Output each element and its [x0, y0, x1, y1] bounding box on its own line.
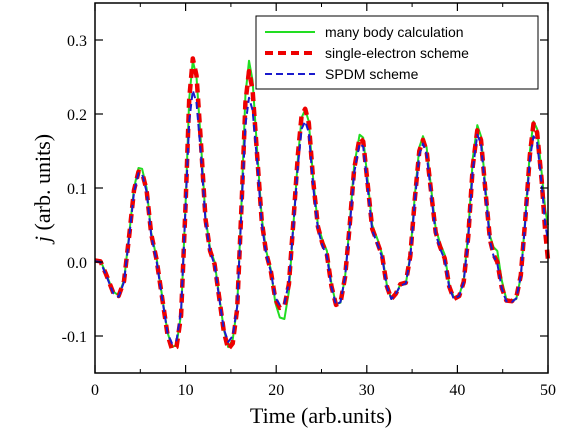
y-tick-label: 0.0: [67, 255, 87, 272]
y-axis-title-symbol: j: [30, 236, 55, 245]
x-axis-title: Time (arb.units): [250, 403, 392, 428]
x-tick-label: 50: [540, 382, 556, 399]
legend-label-spdm: SPDM scheme: [325, 66, 419, 82]
x-tick-label: 20: [268, 382, 284, 399]
y-tick-label: -0.1: [62, 329, 87, 346]
legend-box: [255, 15, 539, 90]
legend-label-many-body: many body calculation: [325, 24, 464, 40]
x-tick-label: 0: [91, 382, 99, 399]
y-tick-label: 0.2: [67, 107, 87, 124]
y-tick-label: 0.1: [67, 181, 87, 198]
y-axis-title-text: (arb. units): [30, 134, 55, 236]
x-tick-label: 10: [178, 382, 194, 399]
legend: many body calculation single-electron sc…: [255, 15, 539, 90]
x-tick-label: 40: [449, 382, 465, 399]
ticks-layer: 0 10 20 30 40 50 -0.1 0.0 0.1 0.2 0.3: [62, 3, 556, 399]
series-layer: [94, 56, 551, 352]
x-tick-label: 30: [359, 382, 375, 399]
legend-label-single-electron: single-electron scheme: [325, 45, 469, 61]
series-line-3: [94, 89, 549, 345]
series-line-2: [94, 56, 551, 352]
series-line-1: [94, 59, 549, 349]
y-axis-title: j (arb. units): [30, 134, 55, 245]
y-tick-label: 0.3: [67, 33, 87, 50]
